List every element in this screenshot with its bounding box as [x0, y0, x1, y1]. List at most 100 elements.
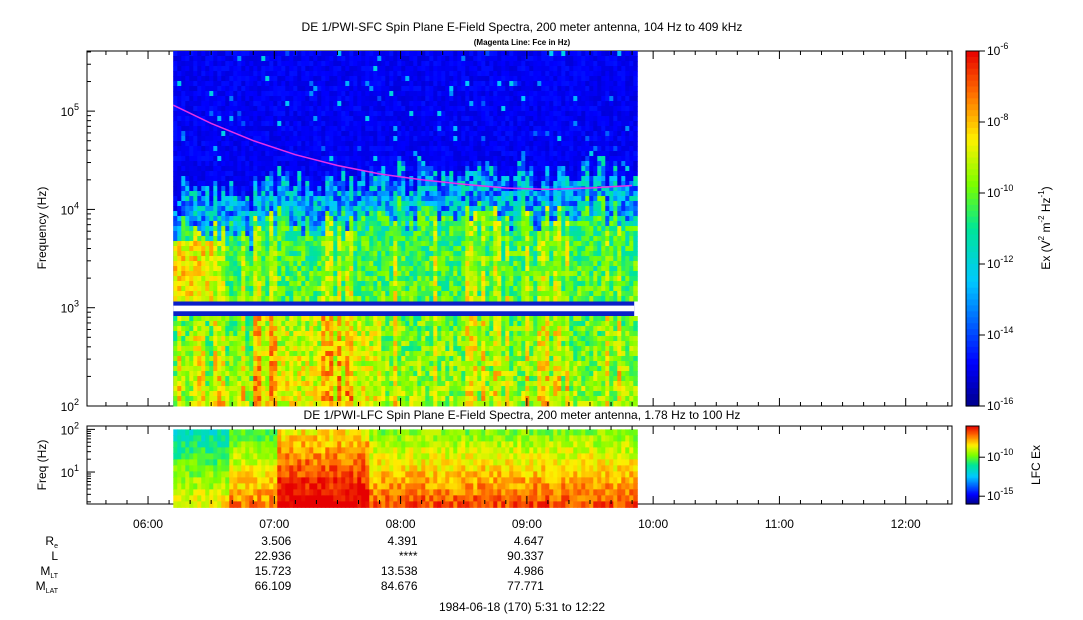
sfc-spectrum-cell [229, 211, 234, 217]
sfc-spectrum-cell [409, 206, 414, 212]
sfc-spectrum-cell [401, 96, 406, 102]
sfc-spectrum-cell [397, 326, 402, 332]
sfc-spectrum-cell [249, 281, 254, 287]
sfc-spectrum-cell [229, 381, 234, 387]
sfc-spectrum-cell [409, 371, 414, 377]
sfc-spectrum-cell [173, 221, 178, 227]
sfc-spectrum-cell [249, 261, 254, 267]
sfc-spectrum-cell [281, 396, 286, 402]
sfc-spectrum-cell [393, 91, 398, 97]
sfc-spectrum-cell [385, 171, 390, 177]
sfc-spectrum-cell [217, 386, 222, 392]
sfc-spectrum-cell [177, 271, 182, 277]
sfc-spectrum-cell [253, 81, 258, 87]
sfc-spectrum-cell [257, 361, 262, 367]
sfc-spectrum-cell [429, 261, 434, 267]
sfc-spectrum-cell [193, 336, 198, 342]
sfc-spectrum-cell [425, 181, 430, 187]
sfc-spectrum-cell [401, 166, 406, 172]
sfc-spectrum-cell [281, 61, 286, 67]
sfc-spectrum-cell [341, 376, 346, 382]
sfc-spectrum-cell [345, 326, 350, 332]
sfc-spectrum-cell [301, 111, 306, 117]
sfc-spectrum-cell [277, 96, 282, 102]
sfc-spectrum-cell [441, 66, 446, 72]
sfc-spectrum-cell [213, 141, 218, 147]
sfc-spectrum-cell [189, 256, 194, 262]
sfc-spectrum-cell [445, 271, 450, 277]
sfc-spectrum-cell [437, 106, 442, 112]
sfc-spectrum-cell [185, 361, 190, 367]
sfc-spectrum-cell [281, 271, 286, 277]
sfc-spectrum-cell [261, 316, 266, 322]
sfc-spectrum-cell [237, 261, 242, 267]
sfc-spectrum-cell [249, 171, 254, 177]
sfc-spectrum-cell [433, 96, 438, 102]
sfc-spectrum-cell [461, 71, 466, 77]
sfc-spectrum-cell [353, 51, 358, 57]
sfc-spectrum-cell [193, 276, 198, 282]
sfc-spectrum-cell [425, 146, 430, 152]
sfc-spectrum-cell [293, 86, 298, 92]
sfc-spectrum-cell [281, 281, 286, 287]
sfc-spectrum-cell [337, 196, 342, 202]
sfc-spectrum-cell [345, 186, 350, 192]
sfc-spectrum-cell [425, 296, 430, 302]
sfc-spectrum-cell [233, 326, 238, 332]
sfc-spectrum-cell [221, 351, 226, 357]
sfc-spectrum-cell [209, 361, 214, 367]
sfc-spectrum-cell [445, 341, 450, 347]
sfc-spectrum-cell [273, 401, 278, 407]
sfc-spectrum-cell [465, 131, 470, 137]
sfc-spectrum-cell [245, 96, 250, 102]
sfc-spectrum-cell [393, 281, 398, 287]
sfc-spectrum-cell [357, 141, 362, 147]
sfc-spectrum-cell [217, 81, 222, 87]
sfc-spectrum-cell [373, 376, 378, 382]
sfc-spectrum-cell [381, 386, 386, 392]
sfc-spectrum-cell [413, 366, 418, 372]
sfc-spectrum-cell [345, 331, 350, 337]
sfc-spectrum-cell [237, 156, 242, 162]
sfc-spectrum-cell [185, 381, 190, 387]
sfc-spectrum-cell [273, 341, 278, 347]
sfc-spectrum-cell [445, 401, 450, 407]
sfc-spectrum-cell [385, 161, 390, 167]
sfc-spectrum-cell [325, 186, 330, 192]
sfc-spectrum-cell [261, 376, 266, 382]
sfc-spectrum-cell [209, 66, 214, 72]
sfc-spectrum-cell [177, 166, 182, 172]
sfc-spectrum-cell [461, 326, 466, 332]
sfc-spectrum-cell [225, 161, 230, 167]
sfc-spectrum-cell [385, 101, 390, 107]
sfc-spectrum-cell [437, 186, 442, 192]
sfc-spectrum-cell [361, 166, 366, 172]
sfc-spectrum-cell [381, 236, 386, 242]
sfc-spectrum-cell [361, 91, 366, 97]
sfc-spectrum-cell [213, 101, 218, 107]
sfc-spectrum-cell [289, 76, 294, 82]
sfc-spectrum-cell [249, 191, 254, 197]
sfc-spectrum-cell [209, 271, 214, 277]
sfc-spectrum-cell [257, 256, 262, 262]
sfc-spectrum-cell [425, 291, 430, 297]
sfc-spectrum-cell [253, 401, 258, 407]
sfc-spectrum-cell [365, 196, 370, 202]
sfc-spectrum-cell [213, 81, 218, 87]
sfc-spectrum-cell [261, 356, 266, 362]
sfc-spectrum-cell [189, 241, 194, 247]
sfc-spectrum-cell [173, 66, 178, 72]
sfc-spectrum-cell [297, 281, 302, 287]
sfc-spectrum-cell [405, 161, 410, 167]
sfc-spectrum-cell [173, 186, 178, 192]
sfc-spectrum-cell [465, 111, 470, 117]
sfc-spectrum-cell [269, 61, 274, 67]
sfc-spectrum-cell [453, 276, 458, 282]
sfc-spectrum-cell [177, 221, 182, 227]
sfc-spectrum-cell [213, 346, 218, 352]
sfc-spectrum-cell [257, 181, 262, 187]
sfc-spectrum-cell [417, 186, 422, 192]
sfc-spectrum-cell [453, 256, 458, 262]
sfc-spectrum-cell [241, 166, 246, 172]
sfc-spectrum-cell [349, 271, 354, 277]
